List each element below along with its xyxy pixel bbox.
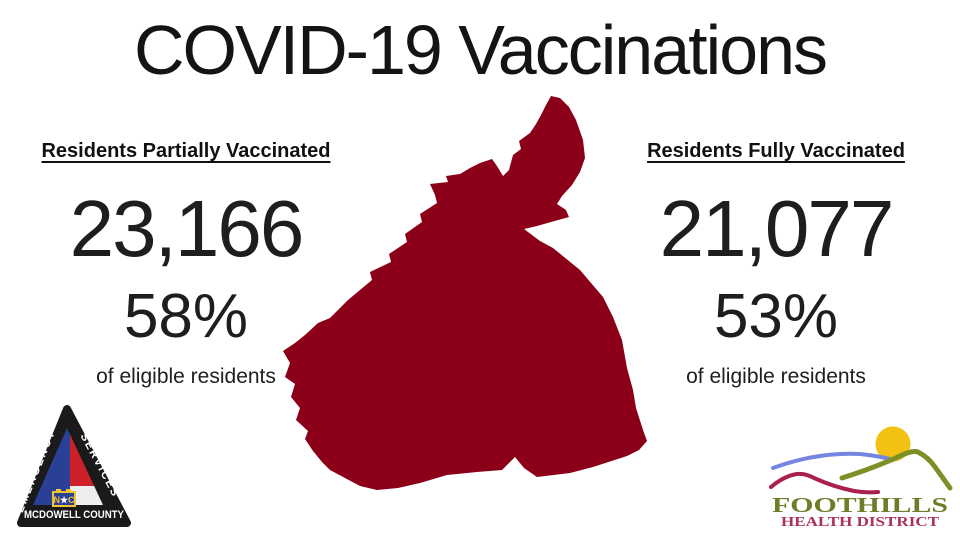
fully-vaccinated-heading: Residents Fully Vaccinated	[647, 140, 905, 162]
stat-block-partially-vaccinated: Residents Partially Vaccinated 23,166 58…	[16, 140, 356, 389]
blue-ridge-icon	[771, 451, 895, 470]
emblem-crown-right	[66, 489, 71, 492]
fully-vaccinated-caption: of eligible residents	[686, 365, 866, 388]
star-icon: ★	[60, 495, 69, 505]
page-title: COVID-19 Vaccinations	[133, 11, 828, 89]
flag-white-stripe	[70, 486, 103, 505]
county-map-shape	[283, 96, 647, 490]
mcdowell-county-banner: MCDOWELL COUNTY	[24, 509, 125, 521]
green-ridge-icon	[839, 449, 953, 491]
foothills-name: FOOTHILLS	[772, 493, 948, 517]
partially-vaccinated-count: 23,166	[69, 184, 305, 273]
emblem-crown-left	[56, 489, 61, 492]
stat-block-fully-vaccinated: Residents Fully Vaccinated 21,077 53% of…	[606, 140, 946, 389]
emblem-text: N★C	[53, 495, 75, 505]
emblem-box	[52, 491, 76, 507]
partially-vaccinated-heading: Residents Partially Vaccinated	[41, 140, 331, 162]
fully-vaccinated-percent: 53%	[713, 282, 839, 351]
mcdowell-emergency-logo: N★C EMERGENCY SERVICES MCDOWELL COUNTY	[16, 405, 131, 527]
nc-emblem-icon: N★C	[52, 489, 76, 507]
fully-vaccinated-count: 21,077	[659, 184, 895, 273]
partially-vaccinated-caption: of eligible residents	[96, 365, 276, 388]
partially-vaccinated-percent: 58%	[123, 282, 249, 351]
emblem-c: C	[68, 495, 75, 505]
rose-ridge-icon	[769, 471, 880, 495]
county-map	[283, 96, 647, 490]
foothills-logo: FOOTHILLS HEALTH DISTRICT	[769, 426, 953, 529]
emblem-n: N	[53, 495, 60, 505]
health-district-subtitle: HEALTH DISTRICT	[781, 514, 939, 529]
